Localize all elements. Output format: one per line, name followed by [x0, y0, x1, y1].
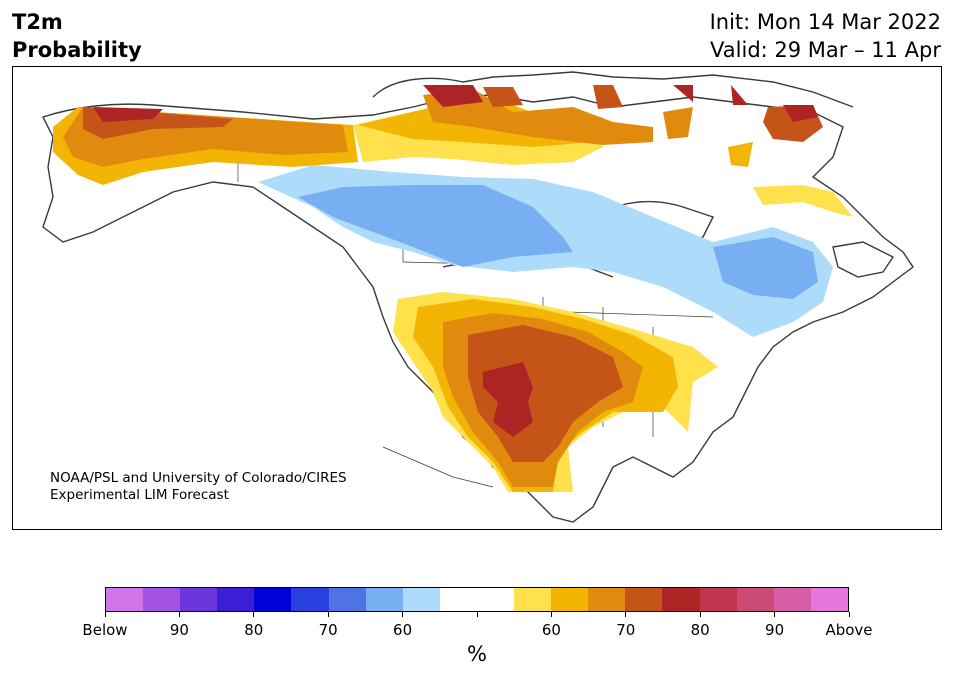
- colorbar-segment: [588, 588, 626, 611]
- colorbar-segment: [699, 588, 737, 611]
- title-variable: T2m: [12, 10, 63, 34]
- colorbar-tick-label: 60: [393, 621, 413, 639]
- credit-line-1: NOAA/PSL and University of Colorado/CIRE…: [50, 470, 347, 486]
- region-alaska-above: [53, 107, 358, 185]
- map-title: T2m Probability: [12, 8, 142, 64]
- title-product: Probability: [12, 38, 142, 62]
- colorbar-tick-mark: [178, 612, 180, 617]
- colorbar-tick-mark: [476, 612, 478, 617]
- colorbar-segment: [180, 588, 218, 611]
- colorbar-tick-label: Above: [825, 621, 873, 639]
- region-canada-arctic-above: [353, 85, 823, 165]
- colorbar-tick-mark: [327, 612, 329, 617]
- region-west-canada-below: [258, 165, 833, 337]
- colorbar-segment: [402, 588, 440, 611]
- colorbar-segment: [514, 588, 552, 611]
- colorbar-tick-mark: [550, 612, 552, 617]
- colorbar-segment: [736, 588, 774, 611]
- region-southern-us-above: [393, 292, 718, 492]
- colorbar-segment: [662, 588, 700, 611]
- colorbar-tick-mark: [848, 612, 850, 617]
- colorbar-tick-label: 90: [169, 621, 189, 639]
- colorbar-tick-label: 60: [541, 621, 561, 639]
- colorbar-segment: [217, 588, 255, 611]
- colorbar-segment: [551, 588, 589, 611]
- colorbar-segment: [106, 588, 144, 611]
- probability-colorbar: [105, 587, 849, 612]
- forecast-dates: Init: Mon 14 Mar 2022 Valid: 29 Mar – 11…: [710, 8, 941, 64]
- colorbar-segment: [773, 588, 811, 611]
- region-labrador-above: [753, 185, 853, 217]
- colorbar-segment: [254, 588, 292, 611]
- colorbar-tick-label: 90: [765, 621, 785, 639]
- colorbar-segment: [810, 588, 848, 611]
- colorbar-segment: [291, 588, 329, 611]
- init-date: Init: Mon 14 Mar 2022: [709, 10, 941, 34]
- colorbar-segment: [476, 588, 515, 611]
- colorbar-tick-mark: [625, 612, 627, 617]
- colorbar-segment: [365, 588, 403, 611]
- colorbar-segment: [439, 588, 477, 611]
- colorbar-tick-mark: [402, 612, 404, 617]
- colorbar-segment: [328, 588, 366, 611]
- colorbar-tick-mark: [774, 612, 776, 617]
- colorbar-unit: %: [467, 642, 487, 666]
- colorbar-tick-label: 70: [616, 621, 636, 639]
- region-baffin-above: [728, 142, 753, 167]
- probability-map: [42, 71, 914, 523]
- colorbar-tick-label: Below: [82, 621, 128, 639]
- map-credit: NOAA/PSL and University of Colorado/CIRE…: [50, 470, 347, 504]
- colorbar-tick-mark: [699, 612, 701, 617]
- colorbar-segment: [625, 588, 663, 611]
- credit-line-2: Experimental LIM Forecast: [50, 487, 229, 503]
- colorbar-segment: [143, 588, 181, 611]
- colorbar-tick-mark: [104, 612, 106, 617]
- valid-period: Valid: 29 Mar – 11 Apr: [710, 38, 941, 62]
- colorbar-tick-label: 70: [318, 621, 338, 639]
- colorbar-tick-mark: [253, 612, 255, 617]
- colorbar-tick-label: 80: [244, 621, 264, 639]
- map-panel: NOAA/PSL and University of Colorado/CIRE…: [12, 66, 942, 530]
- colorbar-tick-label: 80: [690, 621, 710, 639]
